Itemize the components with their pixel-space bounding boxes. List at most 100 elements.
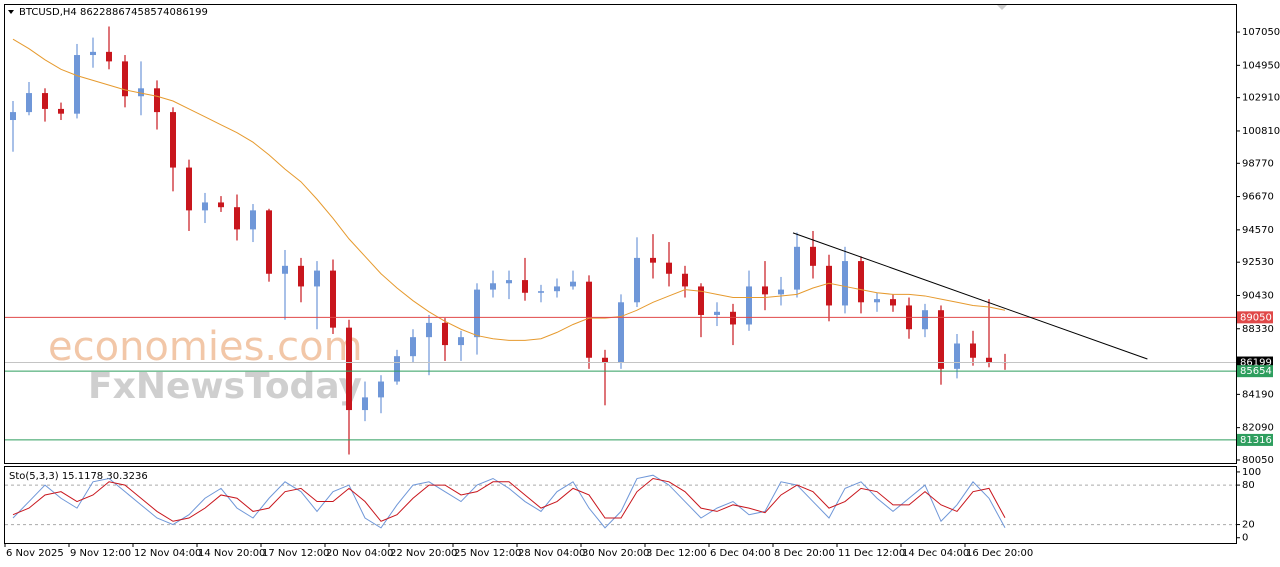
y-tick-label: 107050 xyxy=(1242,27,1280,38)
stochastic-signal xyxy=(12,477,1006,522)
candles xyxy=(10,26,1008,455)
x-tick-label: 20 Nov 04:00 xyxy=(326,548,393,559)
x-tick-label: 11 Dec 12:00 xyxy=(838,548,905,559)
candle-body xyxy=(458,337,464,346)
main-panel xyxy=(4,4,1237,464)
candle-body xyxy=(938,310,944,369)
y-tick-label: 90430 xyxy=(1242,290,1274,301)
x-tick-label: 30 Nov 20:00 xyxy=(582,548,649,559)
x-tick-label: 3 Dec 12:00 xyxy=(646,548,707,559)
candle-body xyxy=(410,337,416,357)
x-tick-label: 14 Dec 04:00 xyxy=(902,548,969,559)
candle-body xyxy=(490,283,496,290)
candle-body xyxy=(954,343,960,369)
candle-body xyxy=(762,286,768,295)
candle-body xyxy=(138,88,144,97)
candle-body xyxy=(442,322,448,346)
ohlc-close: 86199 xyxy=(176,7,208,18)
candle-body xyxy=(10,112,16,121)
candle-body xyxy=(650,257,656,263)
candle-body xyxy=(154,88,160,113)
candle-body xyxy=(778,289,784,295)
candle-body xyxy=(682,273,688,287)
candle-body xyxy=(538,291,544,293)
price-level-label: 86199 xyxy=(1240,358,1272,369)
candle-body xyxy=(874,299,880,303)
menu-arrow[interactable] xyxy=(8,10,14,14)
candle-body xyxy=(746,286,752,325)
candle-body xyxy=(202,202,208,211)
candle-body xyxy=(122,61,128,97)
x-tick-label: 12 Nov 04:00 xyxy=(134,548,201,559)
y-tick-label: 88330 xyxy=(1242,324,1274,335)
candle-body xyxy=(522,280,528,293)
candle-body xyxy=(266,210,272,274)
y-tick-label: 98770 xyxy=(1242,158,1274,169)
x-tick-label: 6 Nov 2025 xyxy=(6,548,64,559)
candle-body xyxy=(106,51,112,62)
ohlc-open: 86228 xyxy=(80,7,112,18)
candle-body xyxy=(922,310,928,330)
candle-body xyxy=(314,270,320,287)
candle-body xyxy=(666,262,672,274)
candle-body xyxy=(730,311,736,325)
watermark: FxNewsToday xyxy=(88,366,362,407)
candle-body xyxy=(890,299,896,306)
y-tick-label: 100810 xyxy=(1242,126,1280,137)
candle-body xyxy=(474,289,480,338)
x-tick-label: 8 Dec 20:00 xyxy=(774,548,835,559)
price-level-box xyxy=(1237,311,1273,324)
candle-body xyxy=(234,207,240,230)
candle-body xyxy=(842,261,848,306)
y-tick-label: 96670 xyxy=(1242,192,1274,203)
candle-body xyxy=(506,280,512,284)
y-tick-label: 102910 xyxy=(1242,93,1280,104)
osc-y-tick-label: 80 xyxy=(1242,480,1255,491)
ohlc-high: 86745 xyxy=(112,7,144,18)
oscillator-panel xyxy=(4,466,1237,544)
candle-body xyxy=(986,357,992,363)
candle-body xyxy=(714,311,720,315)
candle-body xyxy=(186,167,192,211)
y-tick-label: 94570 xyxy=(1242,225,1274,236)
candle-body xyxy=(810,246,816,266)
candle-body xyxy=(282,265,288,274)
candle-body xyxy=(586,281,592,358)
x-tick-label: 16 Dec 20:00 xyxy=(966,548,1033,559)
candle-body xyxy=(330,270,336,328)
candle-body xyxy=(970,343,976,358)
candle-body xyxy=(346,327,352,411)
price-level-label: 89050 xyxy=(1240,312,1272,323)
trendline xyxy=(792,232,1148,360)
candle-body xyxy=(554,286,560,292)
candle-body xyxy=(170,112,176,168)
y-tick-label: 80050 xyxy=(1242,455,1274,466)
watermark: economies.com xyxy=(48,324,363,370)
x-tick-label: 25 Nov 12:00 xyxy=(454,548,521,559)
candle-body xyxy=(74,55,80,114)
ohlc-low: 85740 xyxy=(144,7,176,18)
candle-body xyxy=(426,322,432,338)
candle-body xyxy=(58,108,64,114)
y-tick-label: 92530 xyxy=(1242,257,1274,268)
osc-y-tick-label: 20 xyxy=(1242,520,1255,531)
osc-y-tick-label: 0 xyxy=(1242,533,1248,544)
candle-body xyxy=(794,246,800,290)
oscillator-label: Sto(5,3,3) 15.1178 30.3236 xyxy=(9,471,148,482)
x-tick-label: 14 Nov 20:00 xyxy=(198,548,265,559)
candle-body xyxy=(218,202,224,208)
x-tick-label: 22 Nov 20:00 xyxy=(390,548,457,559)
candle-body xyxy=(826,265,832,306)
price-level-label: 85654 xyxy=(1240,366,1272,377)
price-level-label: 81316 xyxy=(1240,435,1272,446)
stochastic-main xyxy=(12,474,1006,529)
candle-body xyxy=(42,93,48,109)
x-tick-label: 28 Nov 04:00 xyxy=(518,548,585,559)
y-tick-label: 82090 xyxy=(1242,423,1274,434)
candle-body xyxy=(858,261,864,303)
candle-body xyxy=(362,397,368,411)
scroll-marker xyxy=(997,5,1007,10)
candle-body xyxy=(26,93,32,113)
symbol-title: BTCUSD,H4 xyxy=(19,7,77,18)
osc-y-tick-label: 100 xyxy=(1242,467,1261,478)
